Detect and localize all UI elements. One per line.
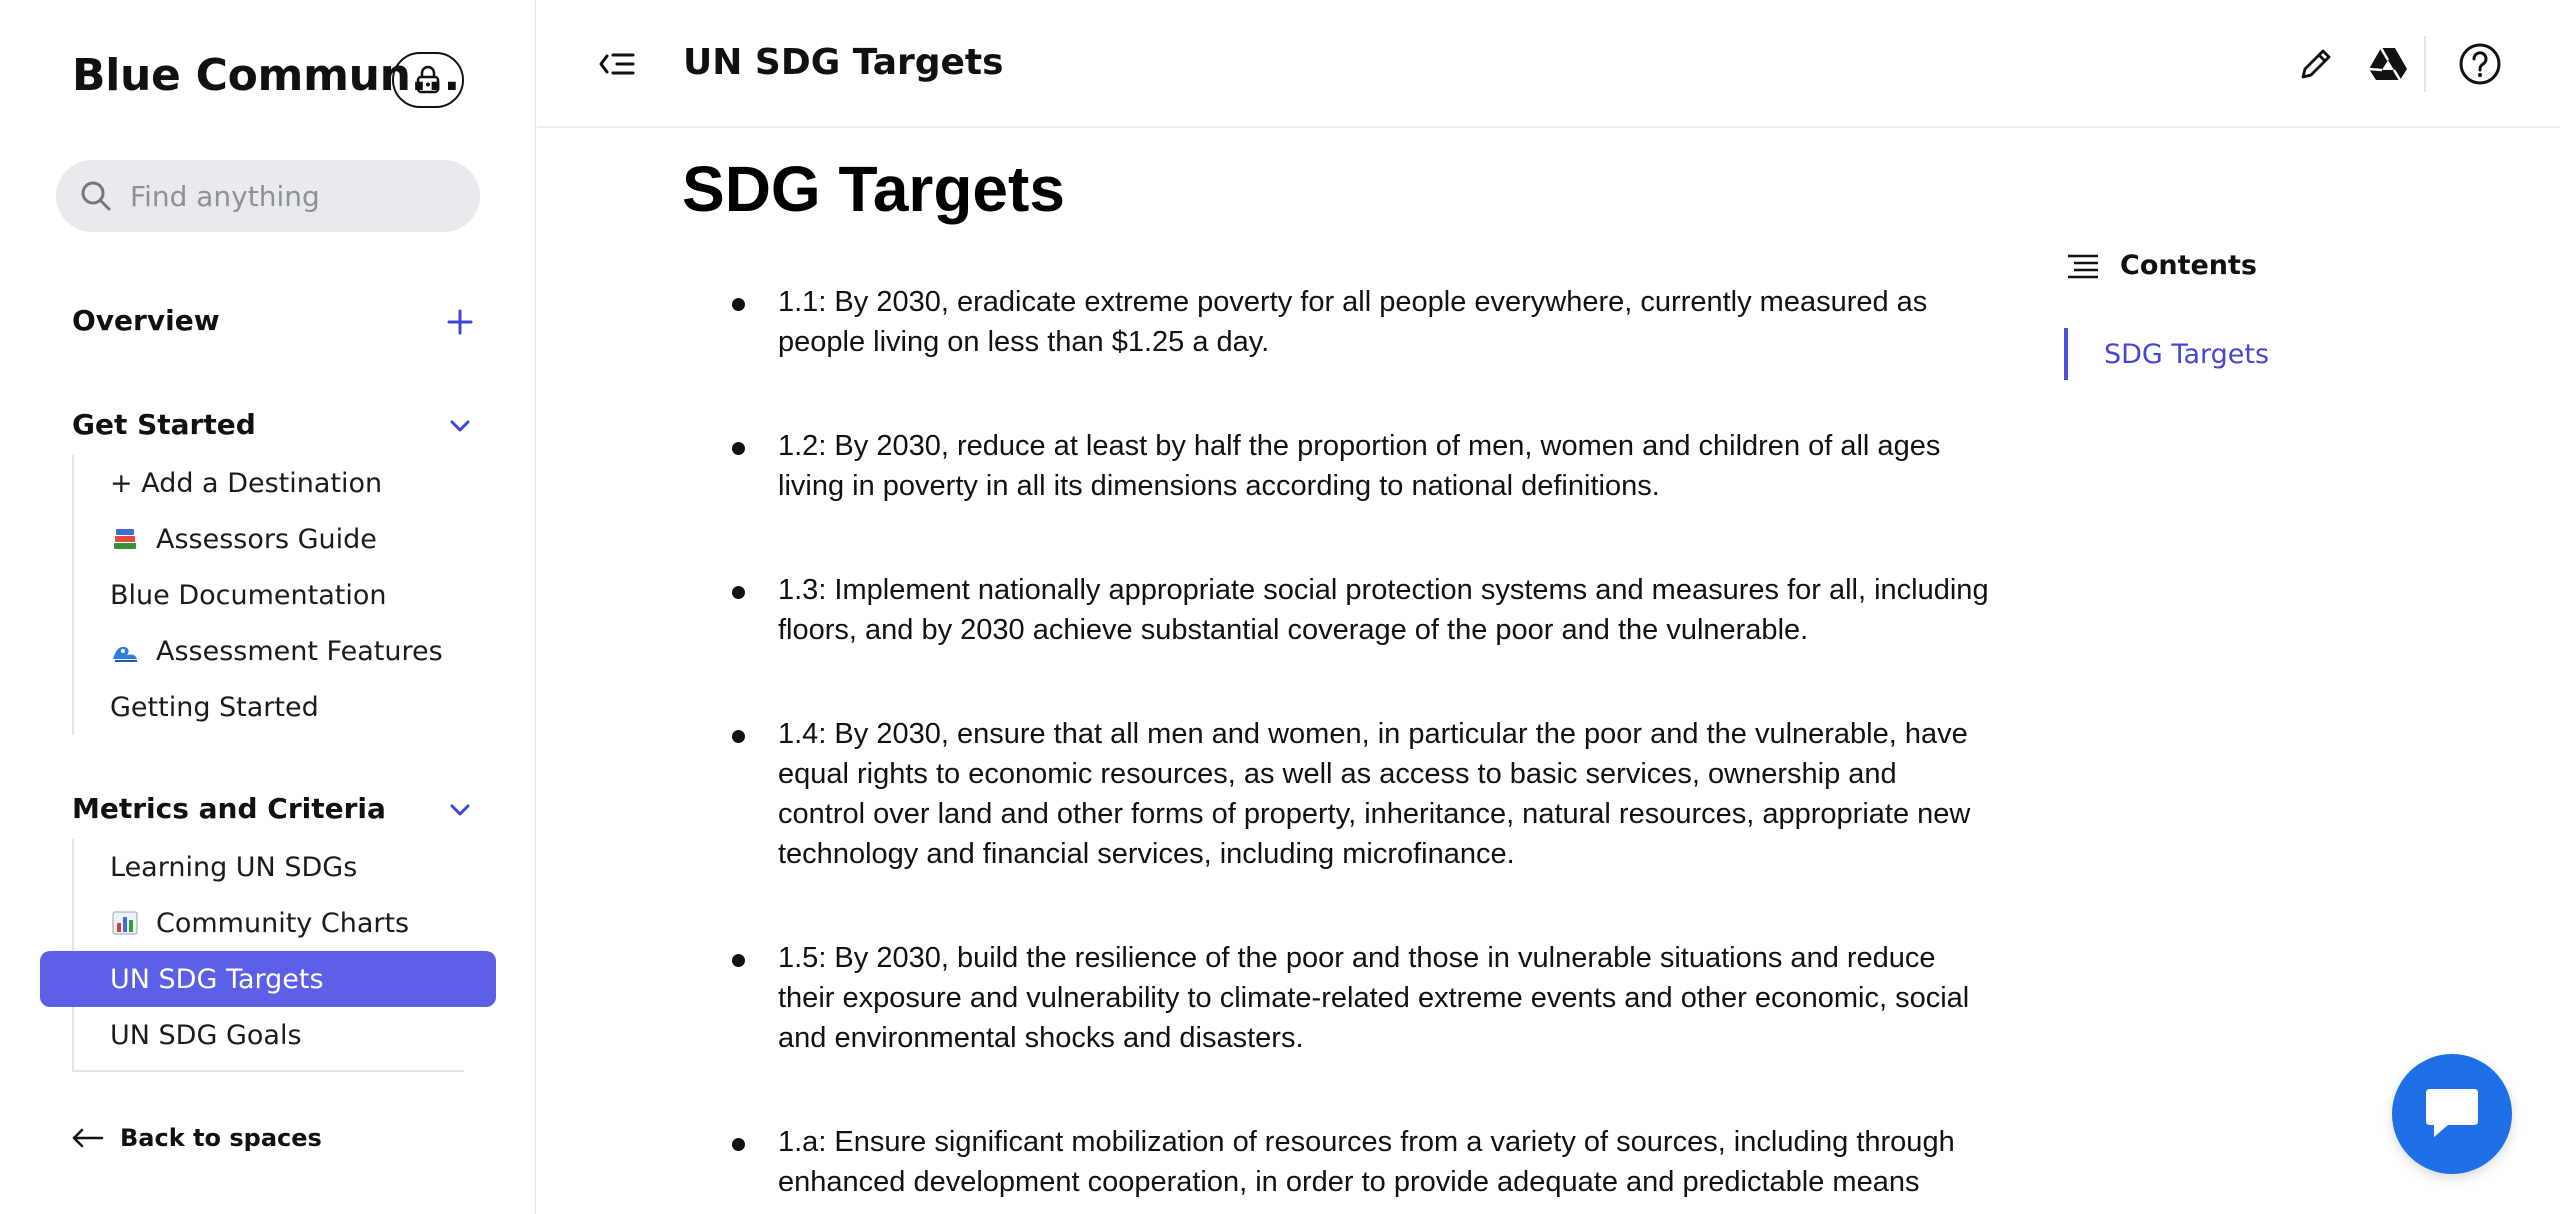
add-page-button[interactable]	[440, 302, 480, 342]
sidebar-item-label: UN SDG Goals	[110, 1019, 302, 1051]
search-icon	[81, 181, 111, 211]
lock-icon	[416, 65, 440, 94]
chevron-down-icon	[450, 420, 470, 432]
sidebar-item-un-sdg-goals[interactable]: UN SDG Goals	[74, 1007, 464, 1063]
section-get-started[interactable]: Get Started	[72, 408, 256, 441]
contents-icon	[2068, 254, 2098, 278]
edit-icon	[2301, 49, 2331, 79]
help-button[interactable]	[2458, 42, 2502, 86]
metrics-list: Learning UN SDGs Community Charts UN SDG…	[72, 839, 464, 1071]
list-item: 1.2: By 2030, reduce at least by half th…	[730, 426, 1990, 506]
get-started-list: + Add a Destination Assessors Guide Blue…	[72, 455, 464, 735]
list-item: 1.3: Implement nationally appropriate so…	[730, 570, 1990, 650]
search-input[interactable]	[130, 179, 470, 213]
wave-icon	[110, 637, 140, 665]
arrow-left-icon	[72, 1128, 104, 1148]
document-title: SDG Targets	[682, 153, 1065, 225]
back-link-label: Back to spaces	[120, 1124, 322, 1152]
list-item: 1.5: By 2030, build the resilience of th…	[730, 938, 1990, 1058]
sidebar-item-assessors-guide[interactable]: Assessors Guide	[74, 511, 464, 567]
sidebar-item-label: + Add a Destination	[110, 467, 383, 499]
collapse-metrics-button[interactable]	[440, 790, 480, 830]
toc-heading: Contents	[2120, 250, 2258, 281]
collapse-get-started-button[interactable]	[440, 406, 480, 446]
books-icon	[110, 525, 140, 553]
sidebar-item-assessment-features[interactable]: Assessment Features	[74, 623, 464, 679]
lock-button[interactable]	[392, 52, 464, 108]
search-box[interactable]	[56, 160, 480, 232]
chat-icon	[2426, 1089, 2478, 1137]
sidebar-item-community-charts[interactable]: Community Charts	[74, 895, 464, 951]
chat-button[interactable]	[2392, 1054, 2512, 1174]
sidebar-item-label: Getting Started	[110, 691, 319, 723]
top-bar: UN SDG Targets	[537, 0, 2560, 128]
help-icon	[2459, 43, 2501, 85]
sidebar-item-un-sdg-targets[interactable]: UN SDG Targets	[40, 951, 496, 1007]
sidebar-item-label: Assessors Guide	[156, 523, 377, 555]
collapse-sidebar-button[interactable]	[597, 44, 637, 84]
section-overview[interactable]: Overview	[72, 304, 220, 337]
section-metrics-and-criteria[interactable]: Metrics and Criteria	[72, 792, 386, 825]
sidebar-item-label: Learning UN SDGs	[110, 851, 358, 883]
sidebar-item-label: UN SDG Targets	[110, 963, 324, 995]
sidebar-item-label: Community Charts	[156, 907, 410, 939]
toolbar-divider	[2424, 36, 2426, 92]
sidebar-divider	[72, 1070, 464, 1072]
sidebar-item-blue-documentation[interactable]: Blue Documentation	[74, 567, 464, 623]
plus-icon	[447, 309, 473, 335]
chevron-down-icon	[450, 804, 470, 816]
sidebar-item-label: Assessment Features	[156, 635, 443, 667]
toc-header: Contents	[2066, 250, 2257, 281]
back-to-spaces-link[interactable]: Back to spaces	[72, 1124, 322, 1152]
page-title: UN SDG Targets	[683, 42, 1004, 83]
toc-link-sdg-targets[interactable]: SDG Targets	[2064, 328, 2269, 380]
list-item: 1.1: By 2030, eradicate extreme poverty …	[730, 282, 1990, 362]
google-drive-button[interactable]	[2366, 42, 2410, 86]
collapse-sidebar-icon	[599, 53, 635, 75]
sidebar: Blue Commun... Overview Get Started + Ad…	[0, 0, 536, 1214]
bar-chart-icon	[110, 909, 140, 937]
list-item: 1.a: Ensure significant mobilization of …	[730, 1122, 1990, 1202]
drive-icon	[2368, 47, 2407, 81]
sidebar-item-learning-un-sdgs[interactable]: Learning UN SDGs	[74, 839, 464, 895]
sidebar-item-add-destination[interactable]: + Add a Destination	[74, 455, 464, 511]
list-item: 1.4: By 2030, ensure that all men and wo…	[730, 714, 1990, 874]
sidebar-item-label: Blue Documentation	[110, 579, 387, 611]
sidebar-item-getting-started[interactable]: Getting Started	[74, 679, 464, 735]
targets-list: 1.1: By 2030, eradicate extreme poverty …	[730, 282, 1990, 1214]
edit-button[interactable]	[2294, 42, 2338, 86]
